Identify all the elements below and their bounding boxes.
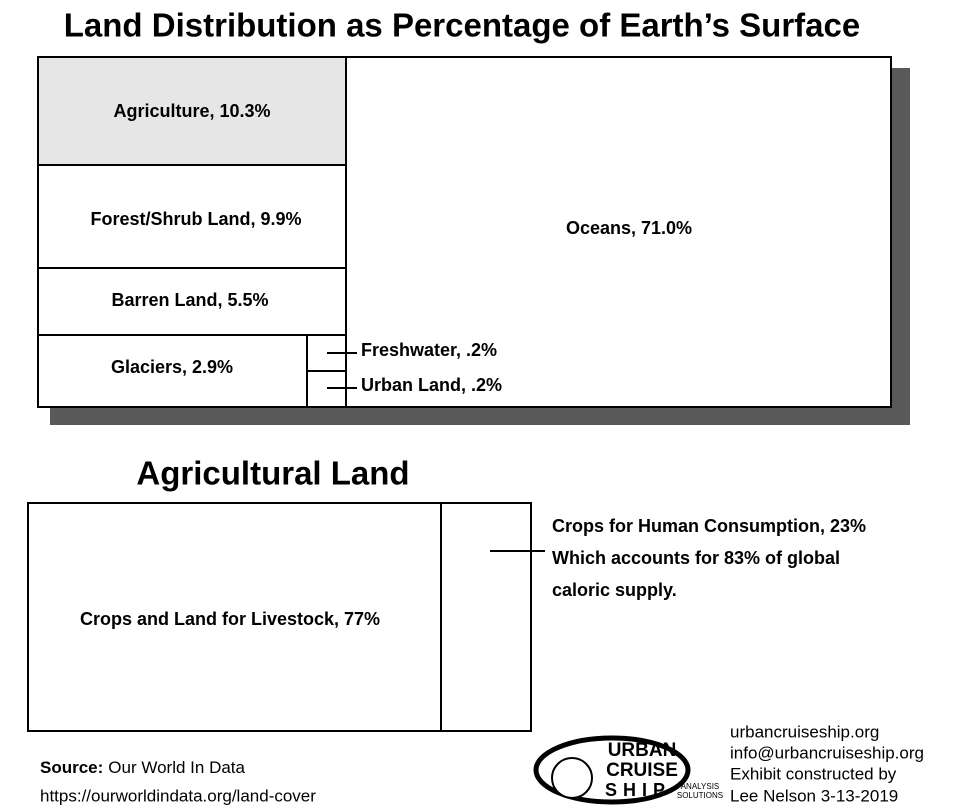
title: Land Distribution as Percentage of Earth… xyxy=(64,7,860,44)
logo-word: CRUISE xyxy=(606,760,678,781)
cell-label: Oceans, 71.0% xyxy=(566,218,692,238)
logo-word: URBAN xyxy=(608,740,677,761)
annotation: caloric supply. xyxy=(552,580,677,600)
cell-label: Crops and Land for Livestock, 77% xyxy=(80,609,380,629)
cell-label: Agriculture, 10.3% xyxy=(113,101,270,121)
callout-label: Urban Land, .2% xyxy=(361,375,502,395)
source: Source: Our World In Data xyxy=(40,758,246,777)
logo-tagline: SOLUTIONS xyxy=(677,791,723,800)
logo-globe xyxy=(551,757,593,799)
contact: urbancruiseship.org xyxy=(730,722,879,741)
logo-ring xyxy=(533,735,691,805)
agri-frame xyxy=(27,502,532,732)
cell-glaciers xyxy=(37,334,308,408)
section-title: Agricultural Land xyxy=(136,455,409,492)
annotation: Crops for Human Consumption, 23% xyxy=(552,516,866,536)
logo-tagline: ANALYSIS xyxy=(681,782,720,791)
contact: info@urbancruiseship.org xyxy=(730,743,924,762)
source-label: Source: xyxy=(40,758,103,777)
contact: Lee Nelson 3-13-2019 xyxy=(730,786,898,805)
source-name: Our World In Data xyxy=(108,758,245,777)
cell-label: Glaciers, 2.9% xyxy=(111,357,233,377)
callout-label: Freshwater, .2% xyxy=(361,340,497,360)
cell-label: Barren Land, 5.5% xyxy=(111,290,268,310)
annotation: Which accounts for 83% of global xyxy=(552,548,840,568)
cell-agriculture xyxy=(37,56,347,166)
cell-label: Forest/Shrub Land, 9.9% xyxy=(90,209,301,229)
source-url: https://ourworldindata.org/land-cover xyxy=(40,786,316,805)
logo-word: SHIP xyxy=(605,780,671,800)
contact: Exhibit constructed by xyxy=(730,764,897,783)
logo: URBAN CRUISE SHIP ANALYSIS SOLUTIONS xyxy=(533,735,723,805)
cell-forest xyxy=(37,164,347,269)
